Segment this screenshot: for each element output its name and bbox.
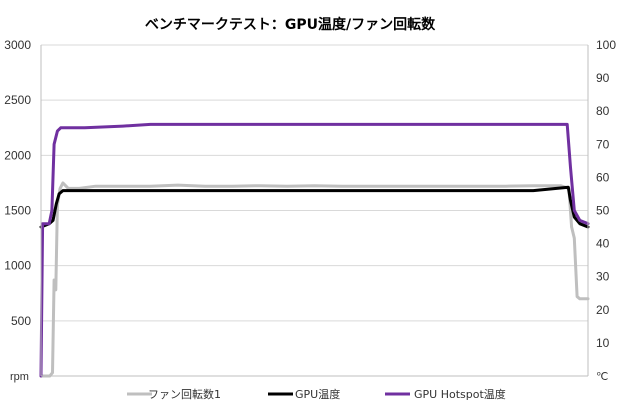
- right-axis-unit: ℃: [596, 371, 608, 383]
- series-lines: [39, 122, 590, 378]
- legend-label: GPU Hotspot温度: [414, 387, 506, 401]
- axes: [40, 45, 589, 377]
- right-tick-label: 10: [596, 336, 610, 350]
- left-tick-label: 3000: [4, 38, 31, 52]
- left-tick-label: 1000: [4, 259, 31, 273]
- left-tick-label: 2000: [4, 148, 31, 162]
- left-tick-label: 1500: [4, 204, 31, 218]
- left-tick-label: 500: [11, 314, 31, 328]
- series-line-1: [39, 181, 590, 378]
- right-tick-label: 20: [596, 303, 610, 317]
- right-tick-label: 80: [596, 104, 610, 118]
- series-line-2: [39, 185, 590, 229]
- left-axis-ticks: 500 1000 1500 2000 2500 3000: [4, 38, 31, 328]
- legend-label: GPU温度: [295, 387, 340, 401]
- right-tick-label: 70: [596, 137, 610, 151]
- right-tick-label: 60: [596, 170, 610, 184]
- right-axis-ticks: 10 20 30 40 50 60 70 80 90 100: [596, 38, 616, 350]
- right-tick-label: 90: [596, 71, 610, 85]
- legend: ファン回転数1 GPU温度 GPU Hotspot温度: [127, 387, 506, 401]
- chart-title: ベンチマークテスト：GPU温度/ファン回転数: [145, 16, 436, 33]
- right-tick-label: 50: [596, 204, 610, 218]
- right-tick-label: 40: [596, 237, 610, 251]
- right-tick-label: 30: [596, 270, 610, 284]
- left-tick-label: 2500: [4, 93, 31, 107]
- legend-label: ファン回転数1: [148, 388, 221, 401]
- gridlines: [41, 44, 588, 322]
- left-axis-unit: rpm: [10, 371, 29, 383]
- series-line-3: [39, 122, 590, 378]
- right-tick-label: 100: [596, 38, 616, 52]
